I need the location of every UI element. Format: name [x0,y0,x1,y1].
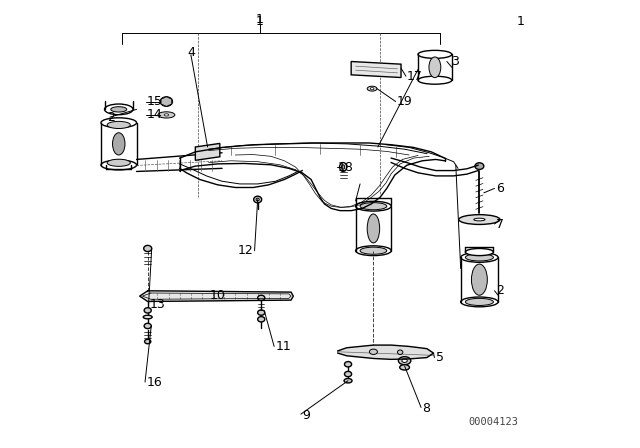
Ellipse shape [465,298,493,306]
Ellipse shape [107,159,131,166]
Text: 3: 3 [451,55,460,68]
Polygon shape [351,61,401,78]
Text: 17: 17 [407,70,422,83]
Ellipse shape [144,246,152,252]
Text: 4: 4 [187,46,195,59]
Ellipse shape [461,253,498,262]
Ellipse shape [144,323,151,329]
Ellipse shape [356,246,391,256]
Text: 9: 9 [302,409,310,422]
Text: 7: 7 [496,217,504,231]
Text: 6: 6 [496,182,504,195]
Text: 19: 19 [397,95,412,108]
Ellipse shape [356,201,391,211]
Ellipse shape [158,112,175,118]
Ellipse shape [472,264,487,295]
Ellipse shape [104,104,133,115]
Ellipse shape [400,365,410,370]
Ellipse shape [429,57,441,78]
Text: 1: 1 [256,13,264,26]
Polygon shape [195,143,220,160]
Ellipse shape [360,202,387,210]
Text: 15: 15 [147,95,162,108]
Ellipse shape [367,214,380,243]
Text: 2: 2 [107,111,115,124]
Ellipse shape [144,308,151,313]
Ellipse shape [418,76,452,84]
Ellipse shape [360,247,387,254]
Ellipse shape [459,215,500,224]
Ellipse shape [258,295,265,301]
Ellipse shape [101,160,136,170]
Text: 1: 1 [256,15,264,28]
Text: 5: 5 [436,351,444,364]
Ellipse shape [111,107,127,112]
Ellipse shape [344,379,352,383]
Polygon shape [140,291,293,302]
Ellipse shape [113,133,125,155]
Text: 12: 12 [237,244,253,257]
Polygon shape [161,97,172,107]
Ellipse shape [160,97,173,107]
Ellipse shape [164,114,168,116]
Ellipse shape [371,87,374,90]
Ellipse shape [398,357,411,365]
Text: 13: 13 [150,297,166,310]
Ellipse shape [253,196,262,203]
Ellipse shape [474,218,485,221]
Ellipse shape [340,163,347,172]
Text: 1: 1 [516,15,524,28]
Text: 16: 16 [147,375,162,388]
Ellipse shape [461,297,498,307]
Ellipse shape [465,249,493,256]
Ellipse shape [342,165,345,169]
Ellipse shape [367,86,377,91]
Text: 8: 8 [422,402,431,415]
Text: 00004123: 00004123 [468,417,518,427]
Text: 14: 14 [147,108,162,121]
Ellipse shape [418,50,452,58]
Ellipse shape [107,121,131,129]
Ellipse shape [258,317,265,322]
Ellipse shape [101,118,136,128]
Text: 2: 2 [496,284,504,297]
Ellipse shape [475,163,484,169]
Ellipse shape [344,362,351,367]
Ellipse shape [402,359,407,362]
Ellipse shape [145,339,151,344]
Ellipse shape [143,315,152,319]
Polygon shape [338,345,433,359]
Text: 11: 11 [275,340,291,353]
Ellipse shape [465,254,493,261]
Ellipse shape [344,371,351,377]
Ellipse shape [256,198,259,201]
Ellipse shape [369,349,378,354]
Ellipse shape [258,310,265,315]
Text: 10: 10 [210,289,225,302]
Text: 18: 18 [338,160,354,173]
Ellipse shape [397,350,403,354]
